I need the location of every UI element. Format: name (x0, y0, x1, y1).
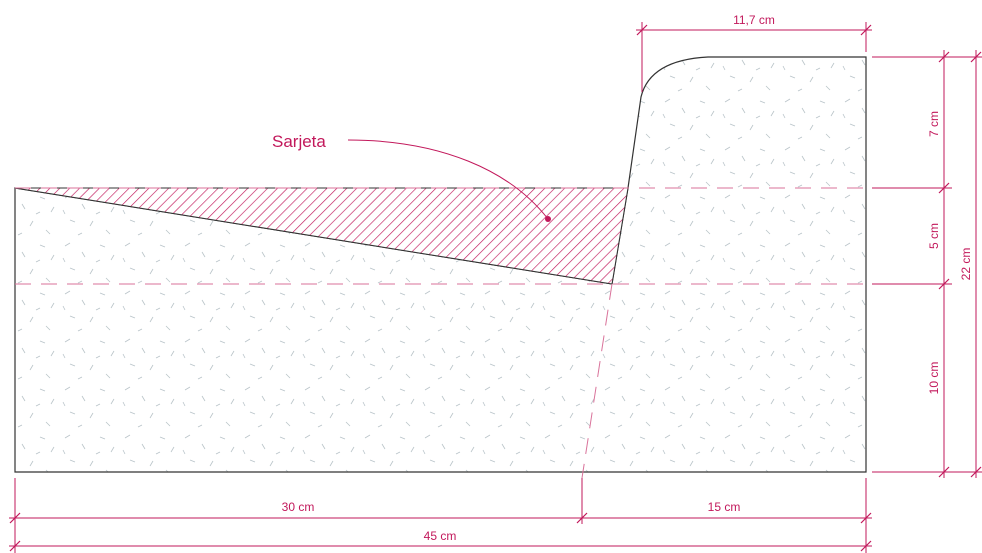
dim-height-upper-label: 7 cm (927, 111, 941, 137)
dim-right-total-tick-top (970, 51, 982, 63)
dim-width-right-label: 15 cm (708, 500, 741, 514)
dim-right-tick-2 (938, 182, 950, 194)
dim-right-total-tick-bottom (970, 466, 982, 478)
dim-bottom-tick-1 (9, 512, 21, 524)
gutter-hatched-area (14, 187, 629, 285)
dim-bottom-tick-2 (576, 512, 588, 524)
callout-dot (545, 216, 551, 222)
dim-bottom-total-tick-left (9, 540, 21, 552)
dim-width-left-label: 30 cm (282, 500, 315, 514)
dim-height-middle-label: 5 cm (927, 223, 941, 249)
dim-width-total-label: 45 cm (424, 529, 457, 543)
dim-height-total-label: 22 cm (959, 248, 973, 281)
dim-bottom-total-tick-right (860, 540, 872, 552)
dim-right-tick-3 (938, 278, 950, 290)
dim-top-tick-left (636, 24, 648, 36)
dim-top-width-label: 11,7 cm (733, 13, 775, 27)
dim-top-tick-right (860, 24, 872, 36)
dim-right-tick-4 (938, 466, 950, 478)
dim-bottom-tick-3 (860, 512, 872, 524)
callout-leader (347, 139, 549, 220)
curb-gutter-body (14, 56, 867, 473)
dim-height-lower-label: 10 cm (927, 362, 941, 395)
callout-label: Sarjeta (272, 132, 326, 151)
guide-line-slope (581, 283, 613, 479)
dim-right-tick-1 (938, 51, 950, 63)
